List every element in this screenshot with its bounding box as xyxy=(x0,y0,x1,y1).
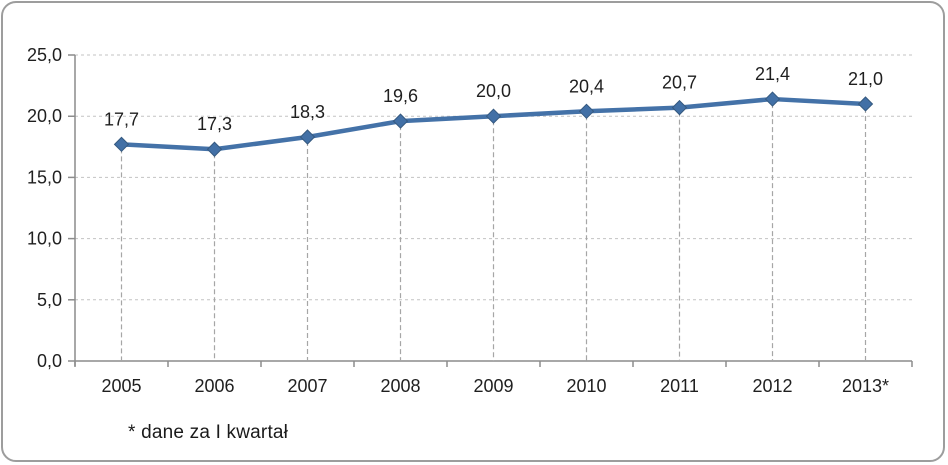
data-point-marker xyxy=(392,113,409,129)
quarterly-line-chart: 0,0 5,0 10,0 15,0 20,0 25,0 2005 2006 2007 2008 20… xyxy=(27,45,913,396)
y-tick-label: 15,0 xyxy=(27,167,62,187)
data-label: 19,6 xyxy=(383,86,418,106)
data-point-marker xyxy=(206,141,223,157)
data-label: 20,4 xyxy=(569,76,604,96)
x-tick-label: 2010 xyxy=(566,376,606,396)
data-label: 17,3 xyxy=(197,114,232,134)
data-label: 21,0 xyxy=(848,69,883,89)
data-point-marker xyxy=(764,91,781,107)
data-point-marker xyxy=(113,136,130,153)
data-label: 18,3 xyxy=(290,102,325,122)
data-label: 20,0 xyxy=(476,81,511,101)
x-tick-label: 2012 xyxy=(752,376,792,396)
data-point-marker xyxy=(857,96,874,112)
x-tick-label: 2007 xyxy=(287,376,327,396)
y-tick-label: 20,0 xyxy=(27,106,62,126)
x-tick-label: 2008 xyxy=(380,376,420,396)
data-point-marker xyxy=(299,129,316,145)
x-tick-label: 2013* xyxy=(842,376,889,396)
chart-footnote: * dane za I kwartał xyxy=(128,422,289,443)
data-label: 20,7 xyxy=(662,73,697,93)
x-tick-label: 2011 xyxy=(660,376,699,396)
y-tick-label: 10,0 xyxy=(27,229,62,249)
y-tick-label: 0,0 xyxy=(37,351,62,371)
x-tick-label: 2006 xyxy=(194,376,234,396)
y-tick-label: 25,0 xyxy=(27,45,62,65)
data-point-marker xyxy=(671,99,688,116)
data-point-marker xyxy=(578,103,595,120)
data-point-marker xyxy=(485,108,502,124)
x-tick-label: 2005 xyxy=(101,376,141,396)
y-tick-label: 5,0 xyxy=(37,290,62,310)
data-label: 21,4 xyxy=(755,64,790,84)
data-label: 17,7 xyxy=(104,109,139,129)
x-tick-label: 2009 xyxy=(473,376,513,396)
